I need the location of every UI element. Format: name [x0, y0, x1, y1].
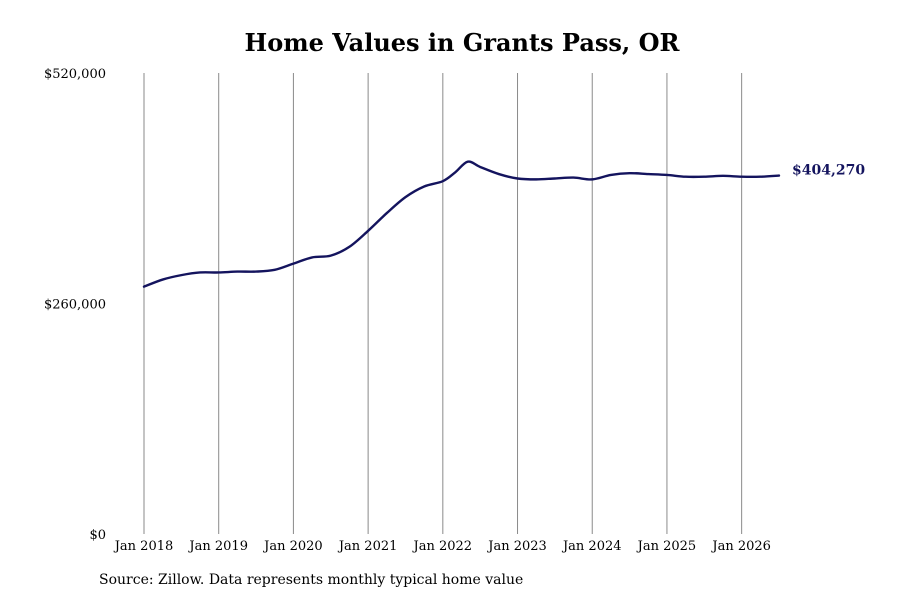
- x-tick-label: Jan 2022: [412, 539, 473, 554]
- y-axis-tick-labels: $0 $260,000 $520,000: [44, 67, 106, 543]
- x-tick-label: Jan 2026: [710, 539, 771, 554]
- series-layer: [142, 160, 781, 288]
- y-tick-label: $520,000: [44, 67, 106, 82]
- end-value-label: $404,270: [792, 163, 865, 179]
- y-tick-label: $260,000: [44, 298, 106, 313]
- series-line-0: [142, 160, 781, 288]
- x-tick-label: Jan 2019: [187, 539, 248, 554]
- x-tick-label: Jan 2018: [113, 539, 174, 554]
- chart-title: Home Values in Grants Pass, OR: [244, 28, 680, 57]
- y-tick-label: $0: [89, 528, 106, 543]
- x-axis-tick-labels: Jan 2018 Jan 2019 Jan 2020 Jan 2021 Jan 2022…: [113, 539, 771, 554]
- x-tick-label: Jan 2023: [486, 539, 547, 554]
- x-tick-label: Jan 2024: [561, 539, 622, 554]
- gridlines: [143, 73, 743, 534]
- x-tick-label: Jan 2025: [636, 539, 697, 554]
- x-tick-label: Jan 2021: [337, 539, 398, 554]
- source-note: Source: Zillow. Data represents monthly …: [99, 572, 524, 588]
- x-tick-label: Jan 2020: [262, 539, 323, 554]
- end-label-layer: $404,270: [792, 163, 865, 179]
